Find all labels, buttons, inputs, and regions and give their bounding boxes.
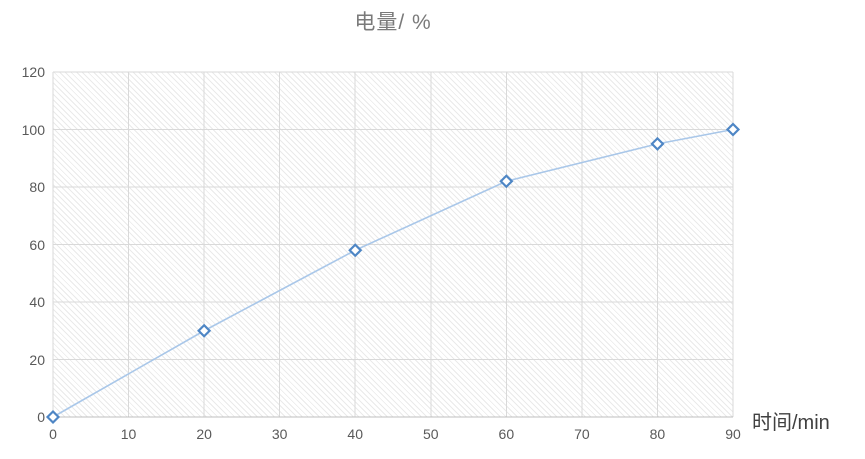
data-point-marker xyxy=(348,243,363,258)
data-point-marker xyxy=(650,136,665,151)
data-point-marker xyxy=(197,323,212,338)
x-tick-label: 80 xyxy=(649,426,666,442)
x-tick-label: 50 xyxy=(422,426,439,442)
x-tick-label: 10 xyxy=(120,426,137,442)
x-tick-label: 40 xyxy=(347,426,363,442)
y-tick-label: 20 xyxy=(29,351,45,368)
data-point-marker xyxy=(499,174,514,189)
y-tick-label: 0 xyxy=(37,409,45,425)
data-point-marker xyxy=(725,122,741,137)
x-tick-label: 60 xyxy=(498,426,515,442)
y-tick-label: 120 xyxy=(21,64,45,80)
y-tick-label: 40 xyxy=(29,294,45,310)
series-line xyxy=(52,128,734,418)
chart-title: 电量/ % xyxy=(354,11,432,34)
x-tick-label: 30 xyxy=(271,426,288,442)
y-tick-label: 80 xyxy=(29,179,45,195)
data-point-marker xyxy=(45,409,61,425)
x-tick-label: 70 xyxy=(574,426,590,442)
x-tick-label: 90 xyxy=(725,426,741,442)
x-tick-label: 20 xyxy=(196,426,212,442)
y-tick-label: 100 xyxy=(21,121,45,138)
y-tick-label: 60 xyxy=(29,236,45,253)
x-axis-title: 时间/min xyxy=(752,412,830,434)
x-tick-label: 0 xyxy=(49,426,57,442)
